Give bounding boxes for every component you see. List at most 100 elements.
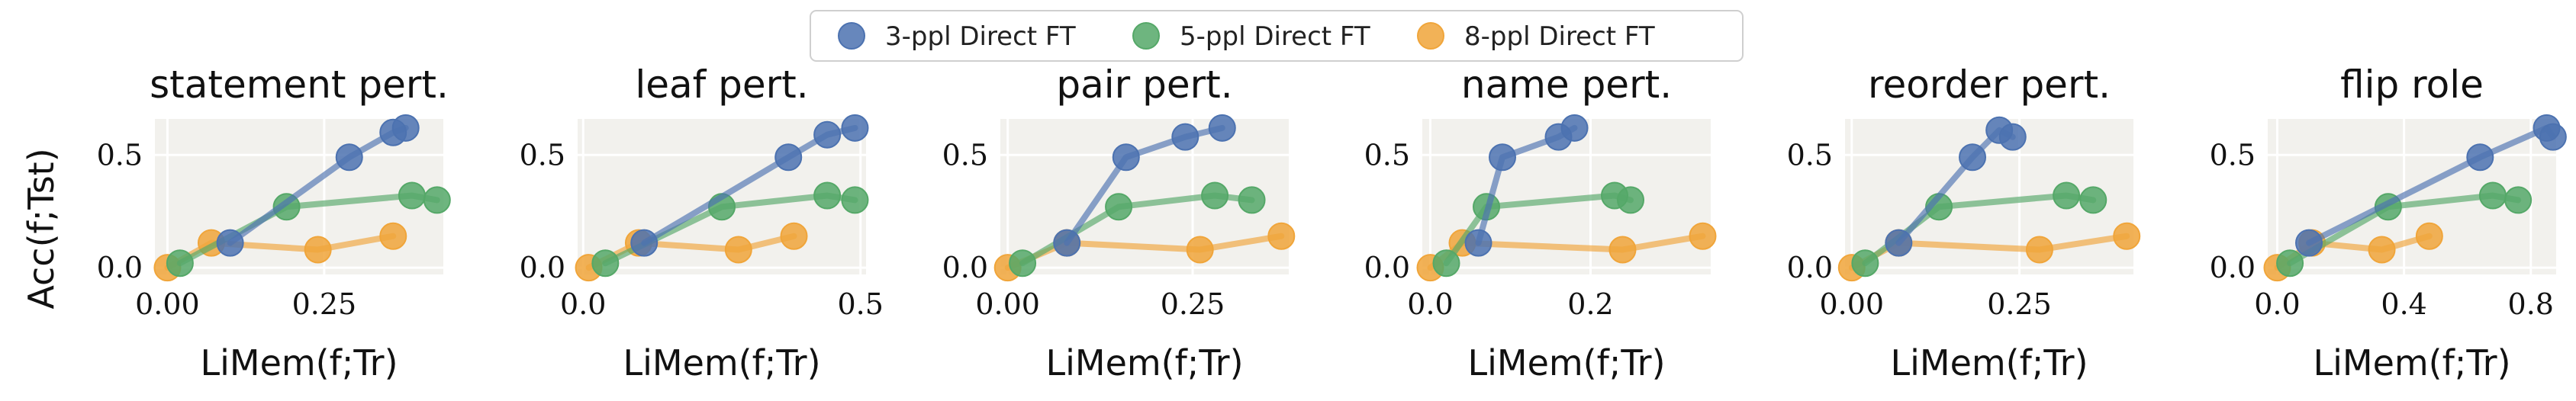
data-point <box>398 181 426 210</box>
data-point <box>1998 123 2027 151</box>
x-tick-label: 0.5 <box>838 287 884 321</box>
chart-panel-1: statement pert. 0.0 0.5 0.00 0.25 LiMem(f;Tr) <box>97 63 451 383</box>
data-point <box>841 114 869 142</box>
series-1 <box>630 114 869 257</box>
y-tick-label: 0.5 <box>1364 138 1410 172</box>
data-point <box>1608 236 1637 264</box>
data-point <box>1009 249 1037 277</box>
data-point <box>774 143 803 172</box>
x-tick-label: 0.25 <box>1161 287 1225 321</box>
data-point <box>813 120 842 149</box>
data-point <box>2025 236 2053 264</box>
x-tick-label: 0.2 <box>1567 287 1613 321</box>
data-point <box>841 186 869 214</box>
series-1 <box>2295 114 2567 257</box>
y-tick-label: 0.5 <box>97 138 143 172</box>
data-point <box>379 222 407 250</box>
x-tick-label: 0.8 <box>2508 287 2554 321</box>
series-line <box>1064 124 1225 246</box>
data-point <box>2415 222 2443 250</box>
data-point <box>1464 229 1492 257</box>
legend-marker-1 <box>838 22 865 50</box>
chart-panel-4: name pert. 0.0 0.5 0.0 0.2 LiMem(f;Tr) <box>1364 63 1717 383</box>
legend: 3-ppl Direct FT 5-ppl Direct FT 8-ppl Dire… <box>810 10 1744 62</box>
data-point <box>1053 229 1081 257</box>
data-point <box>2079 186 2107 214</box>
y-tick-label: 0.5 <box>1787 138 1833 172</box>
chart-panel-3: pair pert. 0.0 0.5 0.00 0.25 LiMem(f;Tr) <box>942 63 1296 383</box>
data-point <box>1238 186 1266 214</box>
x-axis-label: LiMem(f;Tr) <box>2313 342 2510 383</box>
data-point <box>1201 181 1229 210</box>
y-tick-label: 0.0 <box>2210 251 2256 284</box>
chart-panel-2: leaf pert. 0.0 0.5 0.0 0.5 LiMem(f;Tr) <box>520 63 884 383</box>
data-point <box>304 236 332 264</box>
data-point <box>2466 143 2494 172</box>
series-2 <box>591 181 869 277</box>
data-point <box>1689 222 1717 250</box>
data-point <box>1105 193 1133 221</box>
panel-title: leaf pert. <box>635 63 808 107</box>
data-point <box>423 186 451 214</box>
data-point <box>2113 222 2141 250</box>
series-line <box>602 192 858 267</box>
data-point <box>1171 123 1199 151</box>
data-point <box>166 249 194 277</box>
data-point <box>1112 143 1140 172</box>
y-tick-label: 0.0 <box>1787 251 1833 284</box>
data-point <box>2053 181 2081 210</box>
x-axis-label: LiMem(f;Tr) <box>623 342 820 383</box>
data-point <box>2368 236 2396 264</box>
data-point <box>1617 186 1644 214</box>
legend-marker-2 <box>1132 22 1160 50</box>
x-axis-label: LiMem(f;Tr) <box>1467 342 1665 383</box>
panel-title: reorder pert. <box>1868 63 2111 107</box>
y-tick-label: 0.0 <box>1364 251 1410 284</box>
panel-title: name pert. <box>1461 63 1672 107</box>
x-axis-label: LiMem(f;Tr) <box>200 342 398 383</box>
y-tick-label: 0.5 <box>2210 138 2256 172</box>
data-point <box>724 236 752 264</box>
y-tick-label: 0.5 <box>942 138 988 172</box>
data-point <box>591 249 620 277</box>
legend-frame <box>810 10 1744 62</box>
data-point <box>1186 236 1214 264</box>
data-point <box>335 143 363 172</box>
data-point <box>2478 181 2507 210</box>
chart-panels: statement pert. 0.0 0.5 0.00 0.25 LiMem(f;Tr)… <box>97 63 2567 383</box>
data-point <box>216 229 244 257</box>
legend-label-1: 3-ppl Direct FT <box>885 21 1076 52</box>
panel-title: pair pert. <box>1056 63 1232 107</box>
data-point <box>1267 222 1296 250</box>
data-point <box>630 229 658 257</box>
data-point <box>391 114 420 142</box>
data-point <box>780 222 808 250</box>
series-line <box>641 124 858 246</box>
x-axis-label: LiMem(f;Tr) <box>1890 342 2088 383</box>
data-point <box>813 181 842 210</box>
data-point <box>2276 249 2304 277</box>
x-tick-label: 0.00 <box>1819 287 1884 321</box>
chart-panel-5: reorder pert. 0.0 0.5 0.00 0.25 LiMem(f;Tr) <box>1787 63 2141 383</box>
data-point <box>2295 229 2323 257</box>
data-point <box>1851 249 1879 277</box>
legend-label-3: 8-ppl Direct FT <box>1464 21 1655 52</box>
x-tick-label: 0.00 <box>135 287 200 321</box>
x-tick-label: 0.25 <box>1987 287 2052 321</box>
data-point <box>1885 229 1913 257</box>
series-1 <box>1053 114 1236 257</box>
data-point <box>1208 114 1236 142</box>
y-tick-label: 0.0 <box>942 251 988 284</box>
data-point <box>1489 143 1516 172</box>
series-1 <box>216 114 420 257</box>
data-point <box>1560 114 1589 142</box>
y-tick-label: 0.5 <box>520 138 565 172</box>
x-tick-label: 0.00 <box>975 287 1040 321</box>
series-1 <box>1464 114 1589 257</box>
x-tick-label: 0.4 <box>2381 287 2426 321</box>
y-axis-label: Acc(f;Tst) <box>21 148 62 309</box>
panel-title: statement pert. <box>150 63 449 107</box>
legend-label-2: 5-ppl Direct FT <box>1180 21 1370 52</box>
data-point <box>1959 143 1987 172</box>
